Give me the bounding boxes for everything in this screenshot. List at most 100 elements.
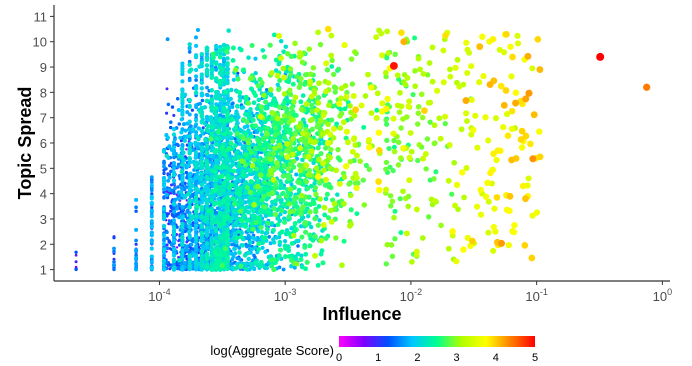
scatter-point [463, 110, 470, 117]
scatter-point [325, 121, 332, 128]
scatter-point [309, 126, 315, 133]
scatter-point [384, 121, 390, 127]
scatter-point [226, 145, 232, 152]
scatter-point [249, 221, 254, 227]
y-tick-label: 8 [40, 85, 47, 100]
scatter-point [249, 42, 255, 49]
scatter-point [282, 219, 288, 225]
scatter-point [193, 209, 199, 214]
scatter-point [233, 251, 238, 256]
scatter-point [285, 51, 291, 57]
scatter-point [276, 104, 283, 110]
scatter-point [149, 266, 154, 271]
scatter-point [180, 109, 185, 114]
scatter-point [149, 175, 154, 180]
scatter-point [239, 158, 245, 164]
scatter-point [442, 113, 449, 120]
scatter-point [342, 163, 350, 170]
scatter-point [185, 209, 190, 214]
scatter-point [180, 174, 185, 179]
scatter-point [279, 151, 285, 157]
scatter-point [187, 147, 192, 153]
scatter-point [243, 261, 248, 267]
scatter-point [199, 263, 205, 268]
scatter-point [312, 252, 318, 259]
scatter-point [280, 173, 286, 179]
scatter-point [278, 55, 284, 62]
scatter-point [265, 226, 270, 232]
scatter-point [230, 45, 236, 51]
scatter-point [74, 267, 78, 272]
scatter-point [231, 235, 236, 241]
scatter-point [112, 267, 116, 272]
scatter-point [185, 199, 189, 202]
scatter-point [302, 244, 308, 250]
scatter-point [278, 120, 285, 126]
scatter-point [262, 204, 268, 210]
scatter-point [298, 106, 305, 113]
scatter-point [244, 185, 250, 191]
scatter-point [217, 153, 223, 159]
scatter-point [194, 78, 198, 82]
scatter-point [300, 157, 305, 163]
scatter-point [296, 123, 302, 130]
scatter-point [187, 259, 192, 264]
scatter-point [255, 83, 261, 89]
scatter-point [269, 221, 275, 226]
scatter-point [199, 51, 205, 57]
scatter-point [230, 58, 236, 63]
scatter-point [218, 105, 223, 110]
scatter-point [179, 146, 184, 152]
scatter-point [161, 233, 167, 238]
scatter-point [190, 214, 196, 220]
scatter-point [270, 257, 277, 263]
scatter-point [306, 78, 313, 85]
scatter-point [262, 235, 268, 241]
scatter-point [331, 71, 337, 78]
scatter-point [221, 142, 227, 147]
scatter-point [324, 140, 332, 147]
scatter-point [278, 199, 284, 205]
scatter-point [214, 44, 219, 49]
scatter-point [193, 140, 198, 145]
scatter-point [312, 233, 318, 240]
scatter-point [280, 190, 286, 196]
scatter-point [270, 150, 277, 157]
scatter-point [318, 237, 325, 244]
scatter-point [256, 229, 261, 234]
scatter-point [464, 234, 471, 242]
scatter-point [388, 242, 395, 248]
scatter-point [289, 241, 295, 246]
scatter-point [230, 242, 234, 247]
scatter-point [253, 260, 259, 265]
scatter-point [149, 208, 154, 213]
scatter-point [246, 55, 251, 60]
scatter-point [354, 211, 360, 217]
scatter-point [294, 73, 300, 80]
scatter-point [199, 128, 205, 134]
scatter-point [239, 218, 245, 224]
scatter-point [353, 174, 360, 181]
scatter-point [375, 178, 382, 185]
scatter-point [324, 191, 330, 197]
scatter-point [74, 250, 78, 254]
scatter-point [296, 187, 302, 193]
scatter-point [519, 182, 527, 190]
scatter-point [491, 205, 498, 212]
scatter-point [242, 253, 248, 258]
scatter-point [217, 210, 223, 216]
scatter-point [357, 158, 363, 164]
scatter-point [258, 104, 265, 110]
scatter-point [518, 144, 526, 151]
scatter-point [333, 85, 339, 91]
scatter-point [340, 119, 347, 126]
scatter-point [162, 196, 166, 200]
scatter-point [264, 164, 269, 170]
scatter-point [275, 222, 281, 228]
scatter-point [180, 79, 185, 84]
scatter-point [383, 261, 389, 267]
scatter-point [232, 246, 237, 252]
scatter-point [373, 115, 380, 121]
scatter-point [347, 192, 354, 199]
scatter-point [278, 178, 283, 184]
